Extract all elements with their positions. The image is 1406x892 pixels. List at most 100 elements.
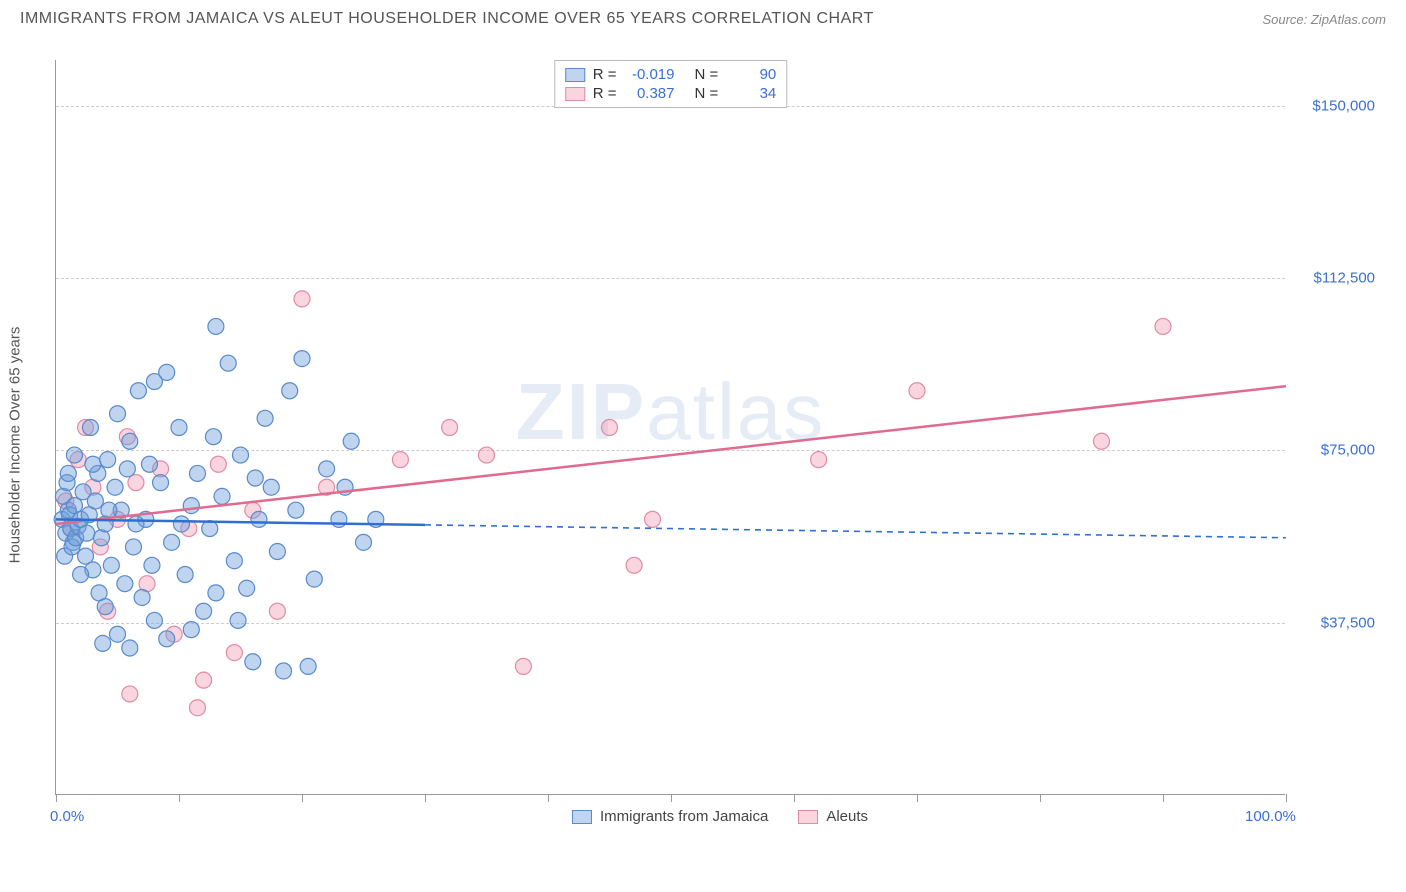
blue-point [130, 383, 146, 399]
legend-swatch [798, 810, 818, 824]
blue-point [107, 479, 123, 495]
y-axis-title: Householder Income Over 65 years [7, 327, 24, 564]
blue-point [128, 516, 144, 532]
blue-point [101, 502, 117, 518]
blue-point [239, 580, 255, 596]
x-axis-min-label: 0.0% [50, 808, 84, 825]
blue-point [119, 461, 135, 477]
blue-point [103, 557, 119, 573]
x-tick [1286, 794, 1287, 802]
pink-point [479, 447, 495, 463]
pink-point [226, 645, 242, 661]
plot-area: ZIPatlas R =-0.019N =90R =0.387N =34 $37… [55, 60, 1285, 795]
blue-point [294, 351, 310, 367]
y-tick-label: $37,500 [1295, 614, 1375, 631]
pink-point [515, 658, 531, 674]
blue-point [146, 374, 162, 390]
x-tick [1163, 794, 1164, 802]
x-tick [179, 794, 180, 802]
legend-label: Aleuts [826, 808, 868, 825]
blue-point [356, 534, 372, 550]
pink-point [392, 452, 408, 468]
x-tick [794, 794, 795, 802]
pink-point [122, 686, 138, 702]
source-label: Source: ZipAtlas.com [1262, 12, 1386, 27]
chart-title: IMMIGRANTS FROM JAMAICA VS ALEUT HOUSEHO… [20, 10, 874, 28]
blue-point [251, 511, 267, 527]
blue-point [196, 603, 212, 619]
blue-point [141, 456, 157, 472]
chart-container: Householder Income Over 65 years ZIPatla… [55, 60, 1385, 830]
blue-point [173, 516, 189, 532]
blue-point [73, 567, 89, 583]
pink-point [189, 700, 205, 716]
pink-point [269, 603, 285, 619]
blue-point [125, 539, 141, 555]
series-legend: Immigrants from Jamaica Aleuts [572, 808, 868, 825]
x-tick [548, 794, 549, 802]
pink-point [626, 557, 642, 573]
pink-point [602, 420, 618, 436]
x-tick [56, 794, 57, 802]
blue-point [177, 567, 193, 583]
pink-point [1155, 318, 1171, 334]
blue-point [66, 447, 82, 463]
blue-point [183, 498, 199, 514]
r-value: 0.387 [625, 85, 675, 102]
legend-item: Aleuts [798, 808, 868, 825]
n-label: N = [695, 85, 719, 102]
pink-point [442, 420, 458, 436]
blue-point [208, 585, 224, 601]
blue-point [226, 553, 242, 569]
blue-point [230, 612, 246, 628]
blue-point [60, 465, 76, 481]
pink-point [210, 456, 226, 472]
blue-point [122, 433, 138, 449]
blue-point [122, 640, 138, 656]
blue-point [257, 410, 273, 426]
pink-point [645, 511, 661, 527]
x-tick [917, 794, 918, 802]
blue-point [97, 599, 113, 615]
blue-point [110, 626, 126, 642]
blue-point [189, 465, 205, 481]
x-tick [425, 794, 426, 802]
y-tick-label: $150,000 [1295, 97, 1375, 114]
blue-point [100, 452, 116, 468]
blue-point [263, 479, 279, 495]
legend-swatch [572, 810, 592, 824]
blue-point [214, 488, 230, 504]
pink-point [196, 672, 212, 688]
blue-point [87, 493, 103, 509]
y-tick-label: $75,000 [1295, 442, 1375, 459]
stats-legend-box: R =-0.019N =90R =0.387N =34 [554, 60, 788, 108]
blue-point [247, 470, 263, 486]
blue-point [282, 383, 298, 399]
pink-point [294, 291, 310, 307]
pink-point [811, 452, 827, 468]
blue-point [164, 534, 180, 550]
blue-point [300, 658, 316, 674]
blue-point [288, 502, 304, 518]
blue-point [205, 429, 221, 445]
legend-label: Immigrants from Jamaica [600, 808, 768, 825]
blue-point [245, 654, 261, 670]
blue-point [171, 420, 187, 436]
r-label: R = [593, 85, 617, 102]
legend-swatch [565, 87, 585, 101]
blue-point [269, 544, 285, 560]
blue-point [276, 663, 292, 679]
blue-point [159, 631, 175, 647]
blue-point [306, 571, 322, 587]
blue-point [343, 433, 359, 449]
x-tick [671, 794, 672, 802]
x-tick [302, 794, 303, 802]
blue-point [110, 406, 126, 422]
blue-point [144, 557, 160, 573]
blue-point [153, 475, 169, 491]
blue-point [79, 525, 95, 541]
blue-point [85, 456, 101, 472]
pink-point [909, 383, 925, 399]
pink-point [128, 475, 144, 491]
blue-point [146, 612, 162, 628]
